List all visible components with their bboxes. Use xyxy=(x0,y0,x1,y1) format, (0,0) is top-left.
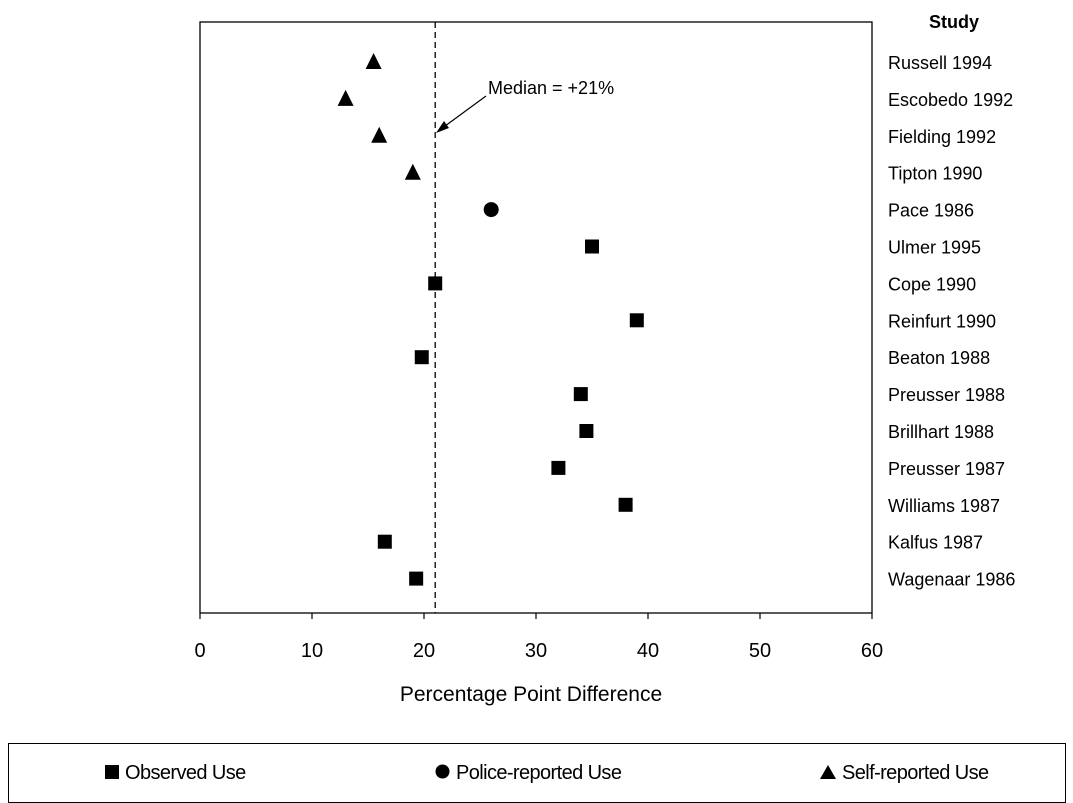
legend-label-police: Police-reported Use xyxy=(456,762,622,784)
study-label: Preusser 1988 xyxy=(888,385,1005,405)
legend-item-self: Self-reported Use xyxy=(820,762,989,785)
study-label: Williams 1987 xyxy=(888,496,1000,516)
study-label: Kalfus 1987 xyxy=(888,533,983,553)
study-label: Reinfurt 1990 xyxy=(888,311,996,331)
study-label: Wagenaar 1986 xyxy=(888,570,1015,590)
data-point-square xyxy=(551,460,566,475)
study-label: Tipton 1990 xyxy=(888,164,982,184)
data-point-square xyxy=(414,350,429,365)
plot-area xyxy=(199,21,873,614)
data-point-triangle xyxy=(404,163,421,180)
data-point-triangle xyxy=(365,53,382,69)
data-point-square xyxy=(629,313,644,328)
study-label: Fielding 1992 xyxy=(888,127,996,147)
x-axis-label: Percentage Point Difference xyxy=(400,683,662,706)
study-label: Brillhart 1988 xyxy=(888,422,994,442)
study-label: Beaton 1988 xyxy=(888,348,990,368)
legend-label-observed: Observed Use xyxy=(125,762,246,784)
study-label: Preusser 1987 xyxy=(888,459,1005,479)
triangle-marker-icon xyxy=(820,762,836,785)
study-label: Pace 1986 xyxy=(888,201,974,221)
square-marker-icon xyxy=(105,762,119,785)
legend: Observed Use Police-reported Use Self-re… xyxy=(8,743,1066,803)
data-point-square xyxy=(409,571,424,586)
median-label: Median = +21% xyxy=(488,78,614,98)
legend-label-self: Self-reported Use xyxy=(842,762,989,784)
x-tick-label: 40 xyxy=(637,640,659,662)
legend-item-observed: Observed Use xyxy=(105,762,246,785)
median-arrow xyxy=(440,95,487,130)
x-tick-label: 50 xyxy=(749,640,771,662)
data-point-square xyxy=(618,497,633,512)
legend-item-police: Police-reported Use xyxy=(435,762,622,785)
study-header: Study xyxy=(929,12,979,32)
study-label: Russell 1994 xyxy=(888,53,992,73)
data-point-square xyxy=(377,534,392,549)
data-point-triangle xyxy=(371,126,388,143)
study-label: Escobedo 1992 xyxy=(888,90,1013,110)
data-point-circle xyxy=(483,202,499,218)
data-point-triangle xyxy=(337,89,354,106)
data-point-square xyxy=(579,424,594,438)
study-label: Cope 1990 xyxy=(888,274,976,294)
study-label: Ulmer 1995 xyxy=(888,238,981,258)
data-point-square xyxy=(585,239,599,254)
data-point-square xyxy=(573,387,588,402)
x-tick-label: 10 xyxy=(301,640,323,662)
x-tick-label: 0 xyxy=(194,640,205,662)
chart: 0 10 20 30 40 50 60 Russell 1994 Escobedo 1992 F… xyxy=(194,12,1015,706)
median-arrow-head xyxy=(436,121,449,133)
x-tick-label: 60 xyxy=(861,640,883,662)
x-tick-label: 20 xyxy=(413,640,435,662)
circle-marker-icon xyxy=(435,762,450,785)
x-tick-label: 30 xyxy=(525,640,547,662)
